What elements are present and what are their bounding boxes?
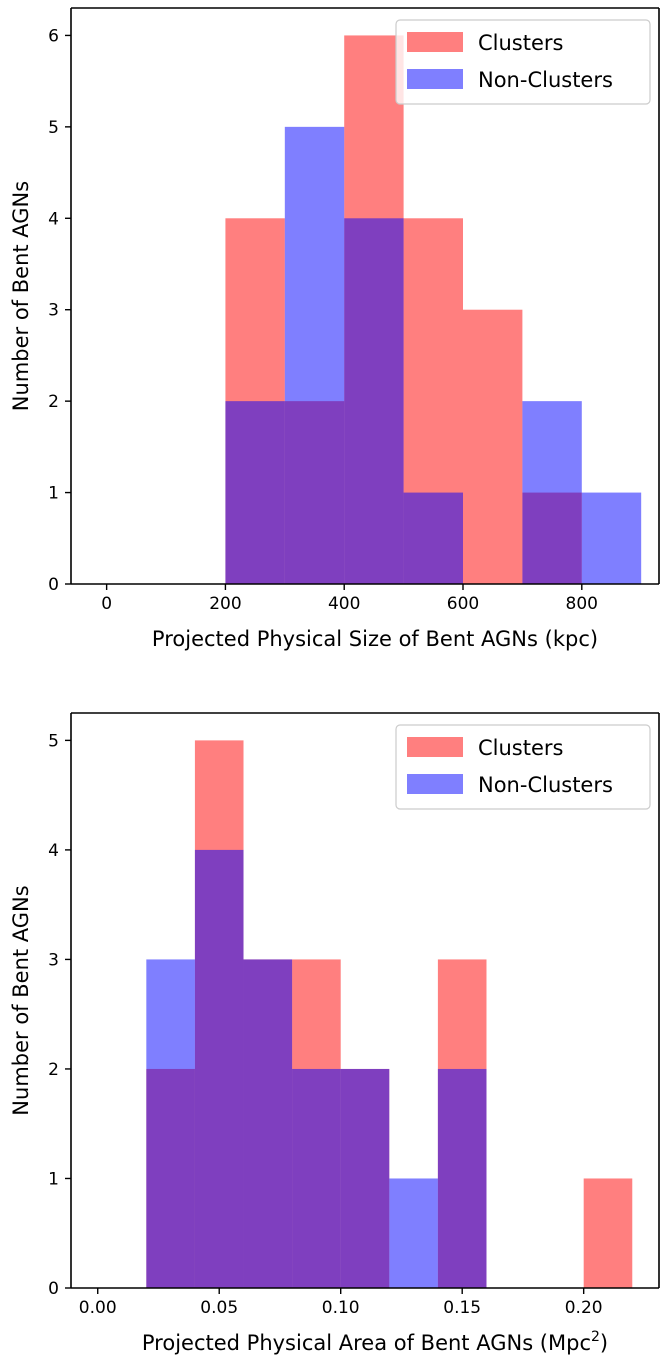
x-ticks: 0.00 0.05 0.10 0.15 0.20 <box>79 1288 603 1318</box>
y-tick-label: 5 <box>48 731 59 751</box>
x-tick-label: 400 <box>328 594 360 614</box>
y-tick-label: 4 <box>48 209 59 229</box>
x-tick-label: 0.15 <box>443 1298 481 1318</box>
bar-non-clusters-2 <box>194 849 244 1288</box>
legend-label-non-clusters: Non-Clusters <box>478 68 613 92</box>
bar-non-clusters-4 <box>403 492 463 584</box>
axes-frame <box>70 7 660 585</box>
bar-non-clusters-7 <box>581 492 642 584</box>
x-tick-label: 600 <box>447 594 479 614</box>
y-tick-label: 0 <box>48 575 59 595</box>
legend-swatch-clusters <box>407 737 463 757</box>
bar-non-clusters-3 <box>243 959 293 1288</box>
bar-non-clusters-4 <box>292 1068 341 1288</box>
bar-clusters-10 <box>583 1178 633 1288</box>
bar-non-clusters-5 <box>340 1068 390 1288</box>
x-tick-label: 200 <box>209 594 241 614</box>
bar-non-clusters-6 <box>389 1178 438 1288</box>
x-tick-label: 800 <box>566 594 598 614</box>
legend-label-non-clusters: Non-Clusters <box>478 773 613 797</box>
x-tick-label: 0 <box>101 594 112 614</box>
y-tick-label: 1 <box>48 1169 59 1189</box>
bar-non-clusters-6 <box>522 401 582 584</box>
bar-non-clusters-1 <box>225 401 285 584</box>
chart-panel-1: 0 200 400 600 800 0 1 2 3 4 5 6 Projected Physical S… <box>9 7 660 651</box>
y-tick-label: 5 <box>48 118 59 138</box>
y-tick-label: 0 <box>48 1279 59 1299</box>
legend-label-clusters: Clusters <box>478 736 563 760</box>
x-axis-label: Projected Physical Size of Bent AGNs (kp… <box>152 627 598 651</box>
legend-swatch-non-clusters <box>407 774 463 794</box>
y-tick-label: 3 <box>48 950 59 970</box>
bar-non-clusters-3 <box>344 218 404 585</box>
bar-non-clusters-7 <box>437 1068 487 1288</box>
y-axis-label: Number of Bent AGNs <box>9 181 33 411</box>
legend: Clusters Non-Clusters <box>395 19 651 105</box>
series-non-clusters <box>225 126 642 585</box>
bar-clusters-5 <box>463 309 523 584</box>
series-non-clusters <box>146 849 487 1288</box>
bar-non-clusters-1 <box>146 959 195 1288</box>
y-tick-label: 2 <box>48 392 59 412</box>
legend-label-clusters: Clusters <box>478 31 563 55</box>
x-tick-label: 0.05 <box>200 1298 238 1318</box>
legend: Clusters Non-Clusters <box>395 724 651 810</box>
y-tick-label: 1 <box>48 484 59 504</box>
x-ticks: 0 200 400 600 800 <box>101 584 598 614</box>
y-tick-label: 4 <box>48 841 59 861</box>
y-ticks: 0 1 2 3 4 5 6 <box>48 26 71 595</box>
bar-non-clusters-2 <box>284 126 345 584</box>
legend-swatch-clusters <box>407 32 463 52</box>
y-tick-label: 3 <box>48 301 59 321</box>
x-axis-label: Projected Physical Area of Bent AGNs (Mp… <box>142 1329 608 1355</box>
x-tick-label: 0.10 <box>322 1298 360 1318</box>
y-ticks: 0 1 2 3 4 5 <box>48 731 71 1299</box>
x-tick-label: 0.00 <box>79 1298 117 1318</box>
y-tick-label: 6 <box>48 26 59 46</box>
x-tick-label: 0.20 <box>565 1298 603 1318</box>
axes-frame <box>70 712 660 1289</box>
chart-panel-2: 0.00 0.05 0.10 0.15 0.20 0 1 2 3 4 5 Projected Phys… <box>9 712 660 1355</box>
y-axis-label: Number of Bent AGNs <box>9 885 33 1115</box>
y-tick-label: 2 <box>48 1060 59 1080</box>
legend-swatch-non-clusters <box>407 69 463 89</box>
